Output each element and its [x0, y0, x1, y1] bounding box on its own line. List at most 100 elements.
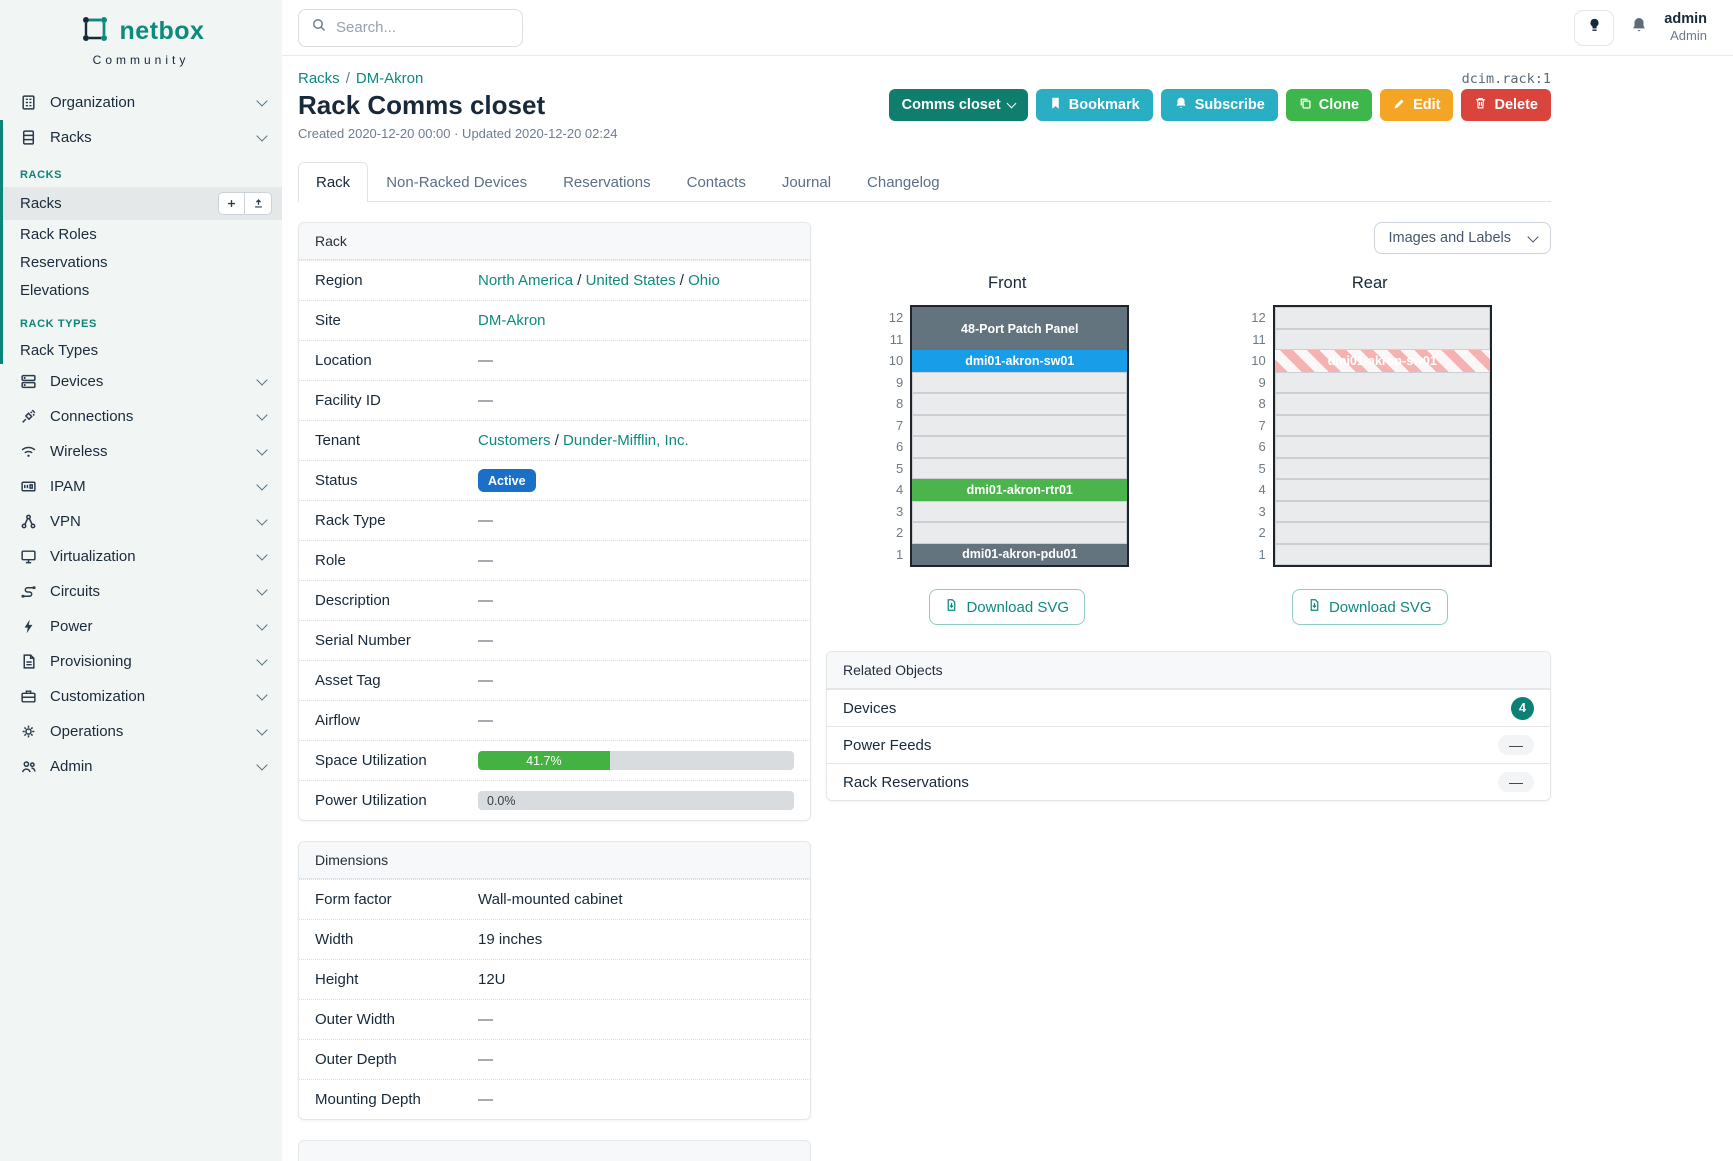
rack-unit-device[interactable]: dmi01-akron-rtr01: [912, 479, 1128, 501]
tab-non-racked-devices[interactable]: Non-Racked Devices: [386, 174, 528, 191]
breadcrumb-site[interactable]: DM-Akron: [355, 70, 424, 87]
sidebar-item-elevations[interactable]: Elevations: [20, 281, 90, 299]
sidebar-item-vpn[interactable]: VPN: [0, 504, 282, 539]
sidebar-item-racks[interactable]: Racks: [3, 120, 282, 155]
sidebar-item-operations[interactable]: Operations: [0, 714, 282, 749]
subscribe-button[interactable]: Subscribe: [1160, 89, 1278, 121]
sidebar-item-devices[interactable]: Devices: [0, 364, 282, 399]
tenant-group-link[interactable]: Customers: [478, 432, 551, 449]
notifications-bell-icon[interactable]: [1630, 16, 1648, 39]
sidebar-item-connections[interactable]: Connections: [0, 399, 282, 434]
vpn-icon: [20, 513, 37, 530]
sidebar-item-rack-roles[interactable]: Rack Roles: [20, 225, 97, 243]
site-link[interactable]: DM-Akron: [478, 312, 546, 329]
rack-unit-empty: [912, 414, 1128, 436]
action-buttons: Comms closet Bookmark Subscribe Clone Ed…: [888, 89, 1551, 121]
import-racks-button[interactable]: [245, 192, 272, 215]
table-row: Site DM-Akron: [299, 300, 810, 340]
rack-unit-empty: [1274, 371, 1490, 393]
sidebar-item-admin[interactable]: Admin: [0, 749, 282, 784]
object-tabs: Rack Non-Racked Devices Reservations Con…: [298, 161, 1551, 202]
rack-unit-device[interactable]: dmi01-akron-pdu01: [912, 543, 1128, 565]
sidebar-item-provisioning[interactable]: Provisioning: [0, 644, 282, 679]
search-box[interactable]: [298, 8, 523, 47]
download-svg-front-button[interactable]: Download SVG: [929, 589, 1086, 625]
sidebar-item-ipam[interactable]: IPAM: [0, 469, 282, 504]
bookmark-button[interactable]: Bookmark: [1035, 89, 1153, 121]
racks-expanded-group: Racks RACKS Racks Rack Roles R: [0, 120, 282, 364]
related-devices-row[interactable]: Devices 4: [827, 689, 1550, 726]
search-icon: [311, 17, 327, 38]
sidebar-item-customization[interactable]: Customization: [0, 679, 282, 714]
bookmark-icon: [1049, 96, 1062, 114]
add-rack-button[interactable]: [218, 192, 245, 215]
region-link[interactable]: North America: [478, 272, 574, 289]
sidebar-item-power[interactable]: Power: [0, 609, 282, 644]
topbar: admin Admin: [282, 0, 1733, 56]
table-row: Height 12U: [299, 959, 810, 999]
users-icon: [20, 758, 37, 775]
building-icon: [20, 94, 37, 111]
table-row: Rack Type —: [299, 500, 810, 540]
download-svg-rear-button[interactable]: Download SVG: [1291, 589, 1448, 625]
table-row: Mounting Depth —: [299, 1079, 810, 1119]
dimensions-panel: Dimensions Form factor Wall-mounted cabi…: [298, 841, 811, 1120]
related-power-feeds-row[interactable]: Power Feeds —: [827, 726, 1550, 763]
theme-toggle-button[interactable]: [1574, 9, 1615, 46]
region-link[interactable]: Ohio: [688, 272, 720, 289]
edit-button[interactable]: Edit: [1380, 89, 1454, 121]
tab-reservations[interactable]: Reservations: [563, 174, 651, 191]
brand-logo[interactable]: netbox Community: [0, 0, 282, 69]
tab-changelog[interactable]: Changelog: [867, 174, 940, 191]
chevron-down-icon: [256, 723, 268, 736]
chevron-down-icon: [256, 688, 268, 701]
rack-unit-empty: [1274, 393, 1490, 415]
sidebar-item-virtualization[interactable]: Virtualization: [0, 539, 282, 574]
rack-unit-device[interactable]: 48-Port Patch Panel: [912, 307, 1128, 350]
sidebar-section-racks: RACKS: [20, 169, 63, 181]
chevron-down-icon: [256, 373, 268, 386]
table-row: Outer Width —: [299, 999, 810, 1039]
breadcrumb-racks[interactable]: Racks: [298, 70, 340, 87]
rack-unit-device-rear-face[interactable]: dmi01-akron-sw01: [1274, 350, 1490, 372]
copy-icon: [1299, 97, 1312, 114]
tab-rack[interactable]: Rack: [298, 162, 369, 202]
rack-unit-empty: [1274, 436, 1490, 458]
tab-contacts[interactable]: Contacts: [686, 174, 746, 191]
search-input[interactable]: [336, 19, 496, 36]
sidebar-item-organization[interactable]: Organization: [0, 85, 282, 120]
tenant-link[interactable]: Dunder-Mifflin, Inc.: [563, 432, 689, 449]
rack-unit-empty: [1274, 414, 1490, 436]
sidebar-item-circuits[interactable]: Circuits: [0, 574, 282, 609]
chevron-down-icon: [256, 408, 268, 421]
chevron-down-icon: [256, 129, 268, 142]
region-link[interactable]: United States: [585, 272, 676, 289]
related-rack-reservations-row[interactable]: Rack Reservations —: [827, 763, 1550, 800]
elevation-title-front: Front: [987, 274, 1027, 292]
page-title: Rack Comms closet: [298, 89, 546, 120]
file-download-icon: [1308, 598, 1321, 616]
rack-unit-empty: [912, 393, 1128, 415]
elevation-view-select[interactable]: Images and Labels: [1374, 222, 1551, 254]
sidebar-item-reservations[interactable]: Reservations: [20, 253, 108, 271]
tab-journal[interactable]: Journal: [781, 174, 832, 191]
rack-context-dropdown[interactable]: Comms closet: [888, 89, 1028, 121]
rack-unit-empty: [912, 522, 1128, 544]
rack-unit-empty: [1274, 522, 1490, 544]
panel-title: Dimensions: [299, 842, 810, 879]
rack-unit-device[interactable]: dmi01-akron-sw01: [912, 350, 1128, 372]
chevron-down-icon: [256, 583, 268, 596]
sidebar-item-rack-types[interactable]: Rack Types: [20, 341, 99, 359]
table-row: Location —: [299, 340, 810, 380]
panel-title: Rack: [299, 223, 810, 260]
sidebar-item-racks-list[interactable]: Racks: [3, 187, 282, 220]
user-menu[interactable]: admin Admin: [1664, 10, 1707, 44]
sidebar: netbox Community Organization Racks: [0, 0, 282, 1161]
delete-button[interactable]: Delete: [1461, 89, 1551, 121]
table-row: Airflow —: [299, 700, 810, 740]
sidebar-item-wireless[interactable]: Wireless: [0, 434, 282, 469]
clone-button[interactable]: Clone: [1285, 89, 1373, 121]
table-row: Facility ID —: [299, 380, 810, 420]
